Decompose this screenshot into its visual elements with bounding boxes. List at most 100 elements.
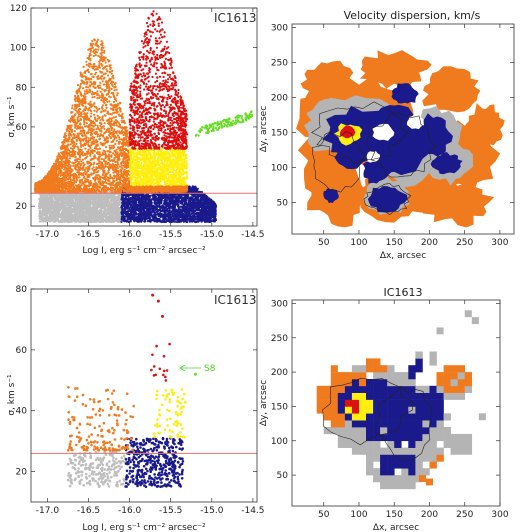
data-point — [71, 210, 74, 213]
data-point — [118, 211, 121, 215]
data-point — [91, 207, 94, 210]
data-point — [86, 197, 89, 200]
data-point — [75, 205, 78, 209]
data-point — [100, 206, 103, 209]
data-point — [69, 210, 72, 213]
data-point — [153, 211, 156, 214]
data-point — [99, 203, 103, 206]
data-point — [74, 220, 77, 223]
data-point — [67, 205, 71, 208]
data-point — [164, 214, 167, 217]
data-point — [66, 195, 69, 199]
data-point — [128, 214, 131, 217]
data-point — [60, 201, 63, 204]
data-point — [47, 219, 51, 222]
data-point — [116, 211, 119, 214]
data-point — [127, 203, 131, 206]
data-point — [94, 210, 97, 213]
gray-points — [38, 190, 123, 224]
data-point — [160, 198, 163, 201]
data-point — [99, 194, 102, 197]
data-point — [108, 196, 111, 199]
data-point — [41, 202, 44, 205]
data-point — [137, 218, 140, 221]
data-point — [188, 220, 191, 223]
data-point — [43, 196, 46, 199]
data-point — [146, 217, 149, 220]
data-point — [189, 217, 193, 220]
data-point — [74, 199, 78, 202]
data-point — [44, 214, 47, 217]
data-point — [58, 204, 61, 207]
data-point — [65, 203, 68, 206]
data-point — [100, 213, 103, 216]
data-point — [63, 202, 66, 205]
data-point — [109, 211, 112, 214]
data-point — [188, 197, 191, 200]
data-point — [110, 200, 114, 203]
data-point — [84, 200, 87, 203]
data-point — [122, 214, 125, 217]
data-point — [103, 208, 106, 211]
data-point — [118, 208, 121, 212]
data-point — [49, 203, 52, 206]
data-point — [132, 194, 135, 197]
data-point — [104, 205, 107, 208]
data-point — [140, 215, 144, 218]
data-point — [93, 220, 97, 223]
data-point — [132, 217, 136, 220]
data-point — [120, 220, 123, 223]
data-point — [81, 216, 84, 219]
data-point — [76, 214, 80, 217]
data-point — [159, 213, 162, 216]
data-point — [88, 219, 91, 223]
data-point — [166, 213, 169, 216]
data-point — [158, 209, 161, 212]
data-point — [71, 217, 75, 220]
data-point — [113, 212, 116, 215]
data-point — [165, 200, 168, 203]
data-point — [79, 201, 82, 205]
data-point — [110, 207, 113, 210]
data-point — [161, 219, 164, 222]
data-point — [196, 187, 199, 190]
data-point — [86, 194, 89, 197]
data-point — [50, 215, 53, 218]
data-point — [129, 204, 133, 207]
data-point — [210, 205, 213, 208]
data-point — [41, 219, 45, 222]
data-point — [186, 217, 189, 220]
data-point — [79, 219, 82, 223]
data-point — [136, 207, 139, 210]
data-point — [135, 213, 138, 216]
data-point — [49, 213, 52, 216]
data-point — [107, 208, 110, 211]
data-point — [52, 204, 56, 207]
data-point — [95, 219, 98, 222]
data-point — [84, 197, 87, 200]
data-point — [130, 211, 133, 214]
data-point — [133, 207, 136, 210]
data-point — [63, 193, 66, 196]
data-point — [42, 210, 45, 213]
data-point — [82, 207, 85, 210]
data-point — [112, 206, 115, 209]
data-point — [71, 214, 74, 217]
data-point — [39, 197, 42, 200]
data-point — [119, 200, 122, 203]
data-point — [54, 217, 57, 220]
data-point — [69, 198, 72, 201]
data-point — [114, 197, 117, 200]
data-point — [87, 213, 90, 216]
data-point — [131, 197, 134, 200]
data-point — [52, 214, 55, 217]
data-point — [57, 196, 60, 199]
data-point — [96, 199, 99, 203]
data-point — [98, 197, 101, 200]
data-point — [43, 206, 46, 209]
data-point — [113, 201, 116, 204]
data-point — [101, 201, 104, 204]
data-point — [61, 197, 64, 200]
data-point — [97, 205, 100, 209]
data-point — [112, 219, 115, 222]
